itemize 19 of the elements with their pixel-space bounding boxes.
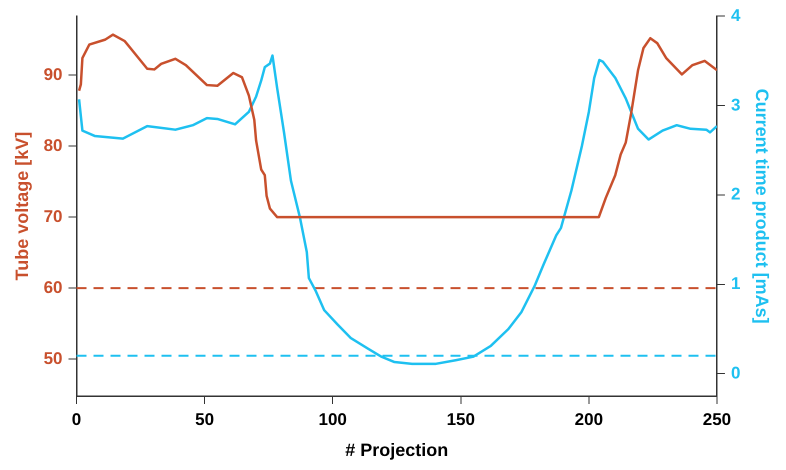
y2-axis-title: Current time product [mAs] (752, 88, 772, 324)
y2-tick-label: 1 (730, 274, 740, 293)
y2-tick-label: 4 (730, 6, 741, 25)
x-tick-label: 100 (318, 410, 347, 429)
y2-tick-label: 0 (730, 363, 740, 382)
y-axis-title: Tube voltage [kV] (12, 132, 32, 280)
y-tick-label: 70 (44, 206, 63, 226)
x-tick-label: 200 (574, 410, 604, 429)
y-tick-label: 50 (44, 348, 63, 368)
y-tick-label: 80 (44, 136, 63, 155)
y2-tick-label: 2 (730, 184, 740, 204)
y-tick-label: 60 (44, 278, 63, 297)
x-tick-label: 150 (446, 410, 475, 429)
x-tick-label: 50 (195, 410, 214, 429)
y2-tick-label: 3 (730, 95, 740, 114)
x-tick-label: 250 (702, 410, 732, 429)
y-tick-label: 90 (44, 64, 63, 84)
x-tick-label: 0 (72, 410, 82, 429)
x-axis-title: # Projection (345, 440, 448, 460)
